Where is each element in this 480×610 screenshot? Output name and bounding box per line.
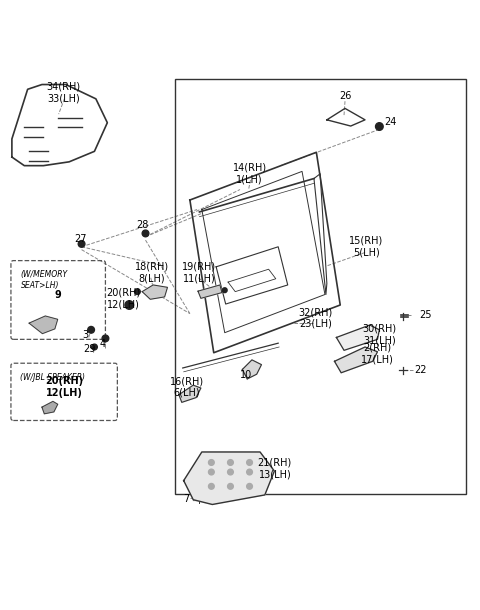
Text: 30(RH)
31(LH): 30(RH) 31(LH) <box>363 324 397 345</box>
Circle shape <box>78 240 85 247</box>
Circle shape <box>142 230 149 237</box>
Text: 14(RH)
1(LH): 14(RH) 1(LH) <box>232 163 266 185</box>
Circle shape <box>102 335 109 342</box>
Text: 20(RH)
12(LH): 20(RH) 12(LH) <box>45 376 83 398</box>
Circle shape <box>88 326 95 333</box>
Text: 32(RH)
23(LH): 32(RH) 23(LH) <box>298 307 333 329</box>
Text: 24: 24 <box>384 117 396 127</box>
Polygon shape <box>242 360 262 379</box>
Text: (W/JBL SPEAKER): (W/JBL SPEAKER) <box>21 373 85 382</box>
Circle shape <box>228 469 233 475</box>
Circle shape <box>208 484 214 489</box>
Text: 2(RH)
17(LH): 2(RH) 17(LH) <box>361 343 394 365</box>
Text: 22: 22 <box>414 365 427 375</box>
Text: 25: 25 <box>419 310 432 320</box>
Text: 16(RH)
6(LH): 16(RH) 6(LH) <box>169 376 204 398</box>
Text: 21(RH)
13(LH): 21(RH) 13(LH) <box>258 458 292 479</box>
Circle shape <box>247 484 252 489</box>
Circle shape <box>134 289 140 295</box>
Circle shape <box>222 288 227 293</box>
Text: 29: 29 <box>84 344 96 354</box>
Text: 7: 7 <box>183 494 190 504</box>
Circle shape <box>247 459 252 465</box>
Polygon shape <box>42 401 58 414</box>
Text: 20(RH)
12(LH): 20(RH) 12(LH) <box>106 288 140 310</box>
Text: 26: 26 <box>339 91 351 101</box>
Text: 19(RH)
11(LH): 19(RH) 11(LH) <box>182 262 216 284</box>
Bar <box>175 79 466 495</box>
Text: 34(RH)
33(LH): 34(RH) 33(LH) <box>47 82 81 104</box>
Polygon shape <box>336 325 379 350</box>
Text: 27: 27 <box>74 234 86 244</box>
Text: 4: 4 <box>99 339 106 349</box>
Circle shape <box>125 301 133 309</box>
Text: 28: 28 <box>136 220 148 230</box>
Text: 18(RH)
8(LH): 18(RH) 8(LH) <box>135 262 169 284</box>
Polygon shape <box>198 285 222 298</box>
Polygon shape <box>335 347 377 373</box>
Circle shape <box>208 469 214 475</box>
Circle shape <box>228 484 233 489</box>
Circle shape <box>92 344 97 350</box>
Polygon shape <box>184 452 275 504</box>
Text: 9: 9 <box>55 290 61 300</box>
Polygon shape <box>179 385 201 403</box>
Text: (W/MEMORY
SEAT>LH): (W/MEMORY SEAT>LH) <box>21 270 68 290</box>
Circle shape <box>375 123 383 131</box>
Circle shape <box>208 459 214 465</box>
Text: 15(RH)
5(LH): 15(RH) 5(LH) <box>349 236 384 257</box>
Circle shape <box>247 469 252 475</box>
Polygon shape <box>29 316 58 334</box>
Polygon shape <box>142 285 168 300</box>
Text: 3: 3 <box>82 329 88 340</box>
Text: 10: 10 <box>240 370 252 380</box>
Circle shape <box>228 459 233 465</box>
